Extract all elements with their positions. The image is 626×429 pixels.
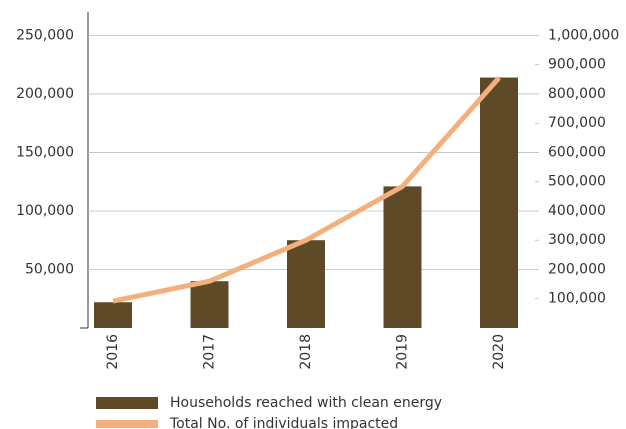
x-tick-label: 2019 [395,334,411,370]
y2-tick-label: 100,000 [548,291,606,307]
bar [94,302,132,328]
x-tick-label: 2018 [298,334,314,370]
y2-tick-label: 1,000,000 [548,27,619,43]
y2-tick-label: 300,000 [548,232,606,248]
y2-tick-label: 200,000 [548,261,606,277]
legend-label: Households reached with clean energy [170,395,442,411]
y2-tick-label: 600,000 [548,144,606,160]
bar [190,281,229,328]
x-tick-label: 2020 [491,334,507,370]
legend-swatch [96,397,158,409]
bar [480,77,518,328]
y2-tick-label: 900,000 [548,57,606,73]
bar [287,240,325,328]
y2-tick-label: 500,000 [548,174,606,190]
y-tick-label: 200,000 [16,86,74,102]
y-tick-label: 100,000 [16,203,74,219]
y-tick-label: 150,000 [16,144,74,160]
bar [383,186,422,328]
x-tick-label: 2017 [202,334,218,370]
y-tick-label: 250,000 [16,27,74,43]
y-tick-label: 50,000 [25,261,74,277]
x-tick-label: 2016 [105,334,121,370]
line [112,76,501,304]
y2-tick-label: 800,000 [548,86,606,102]
legend-label: Total No. of individuals impacted [169,416,398,429]
y2-tick-label: 700,000 [548,115,606,131]
y2-tick-label: 400,000 [548,203,606,219]
